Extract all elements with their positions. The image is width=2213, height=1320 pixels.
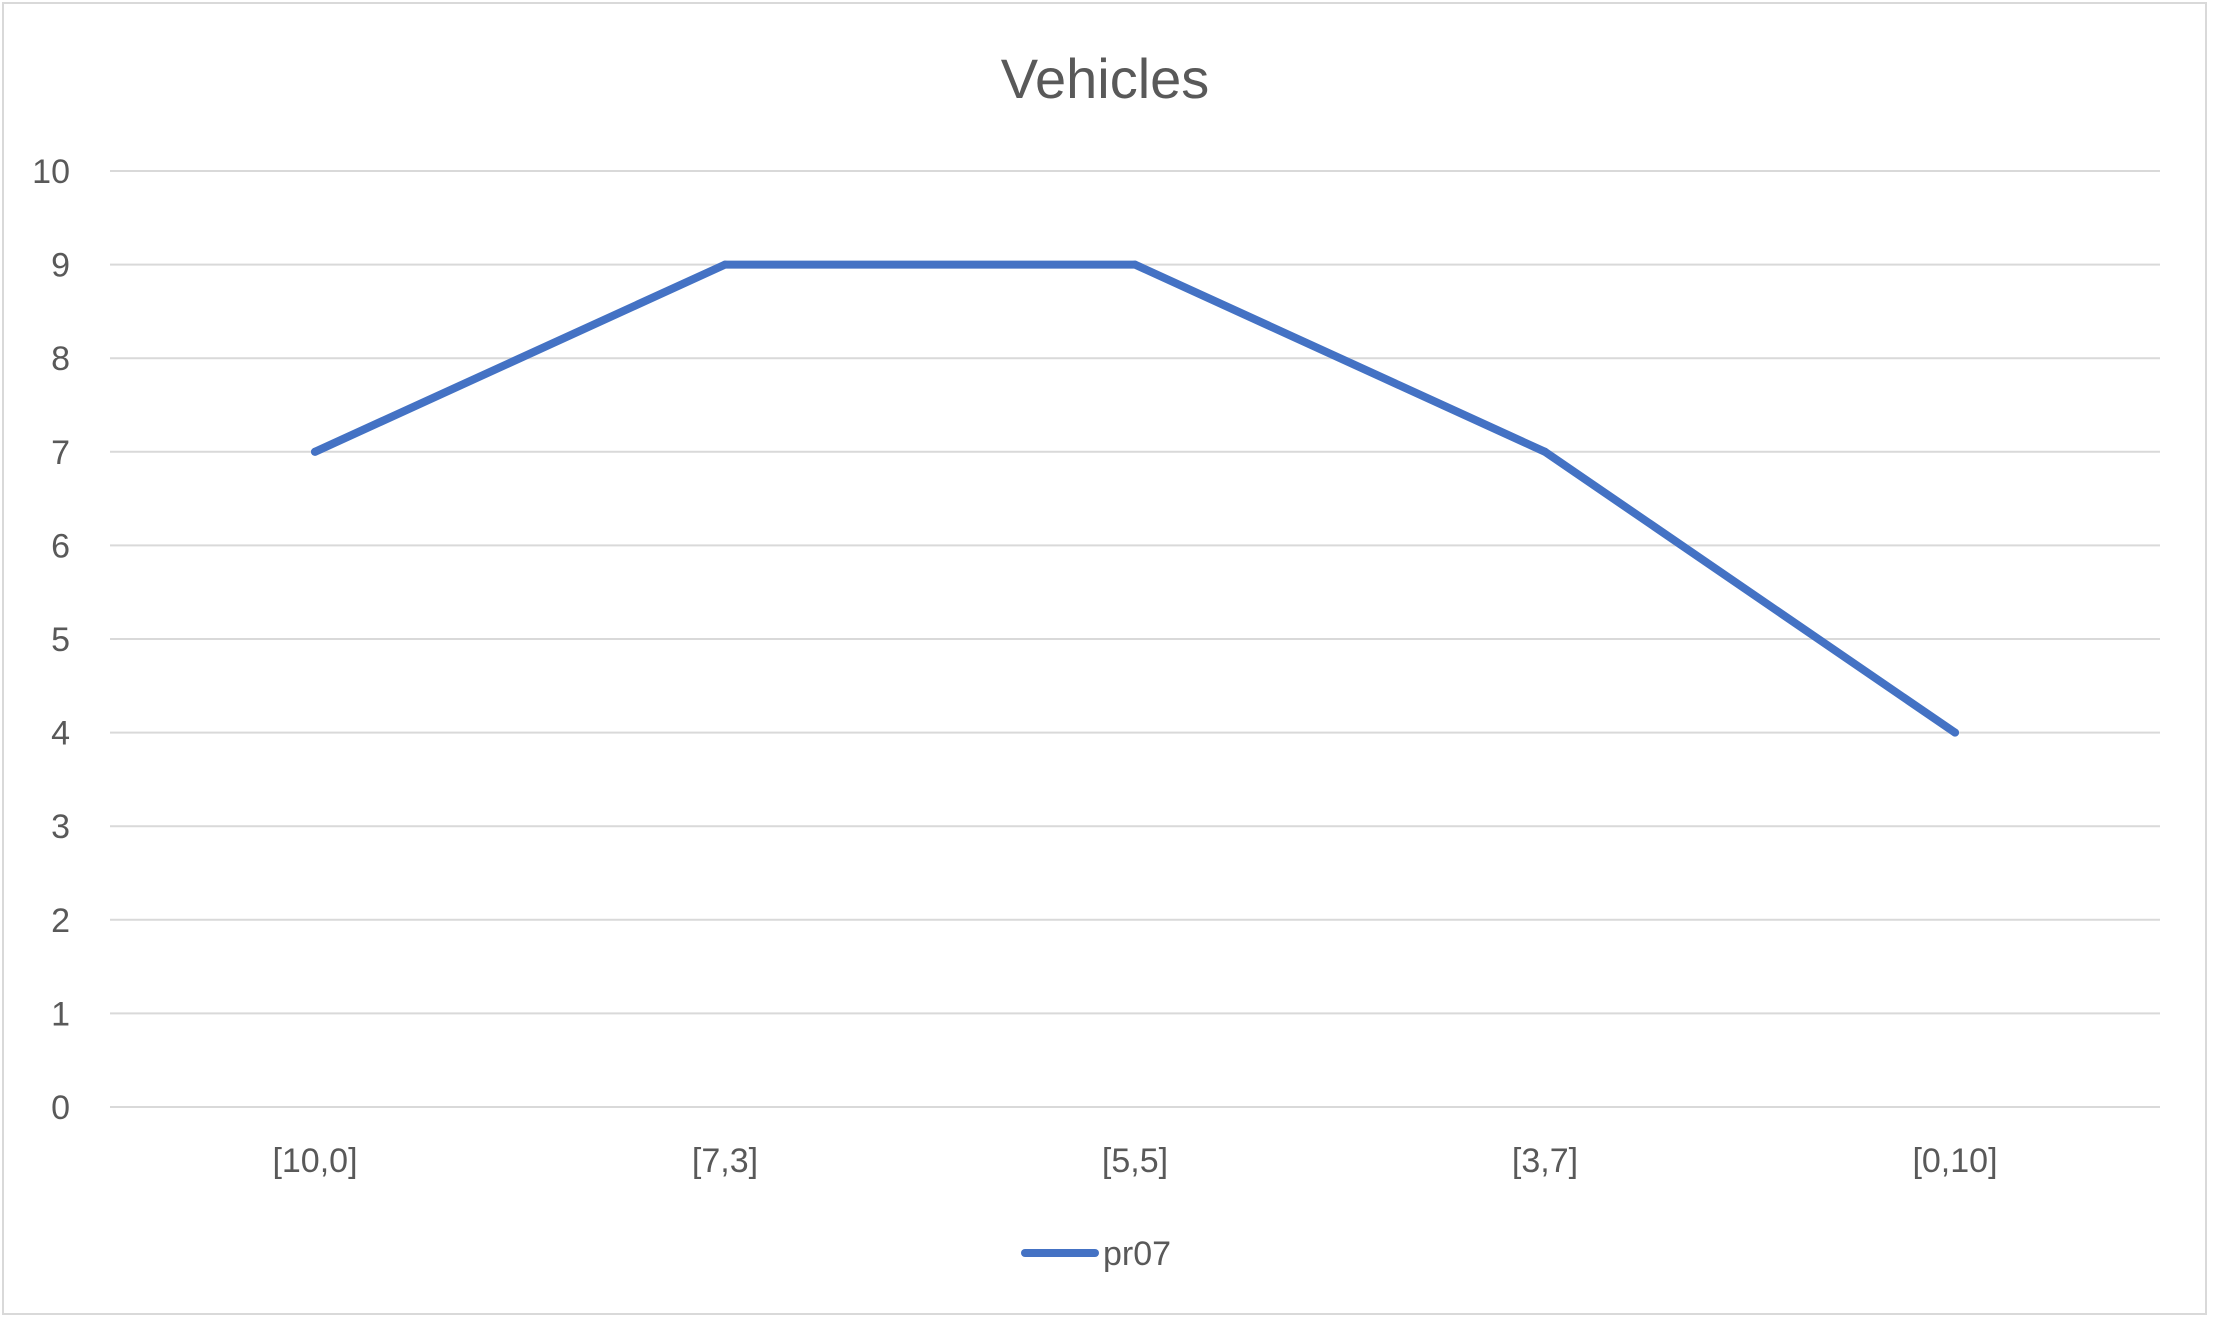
y-tick-label: 3 <box>51 808 70 846</box>
legend: pr07 <box>1021 1235 1171 1273</box>
data-point <box>1541 447 1549 456</box>
y-tick-label: 8 <box>51 340 70 378</box>
data-point <box>1131 260 1139 269</box>
chart-title: Vehicles <box>1001 47 1210 110</box>
series-line <box>311 260 1959 737</box>
series-lines <box>311 260 1959 737</box>
y-tick-label: 10 <box>32 153 70 191</box>
y-axis-tick-labels: 0 1 2 3 4 5 6 7 8 9 10 <box>32 153 70 1127</box>
x-tick-label: [10,0] <box>272 1142 357 1180</box>
y-tick-label: 7 <box>51 434 70 472</box>
x-axis-tick-labels: [10,0] [7,3] [5,5] [3,7] [0,10] <box>272 1142 1997 1180</box>
data-point <box>311 447 319 456</box>
y-tick-label: 9 <box>51 247 70 285</box>
gridlines <box>110 170 2160 1108</box>
y-tick-label: 0 <box>51 1089 70 1127</box>
x-tick-label: [3,7] <box>1512 1142 1578 1180</box>
legend-label: pr07 <box>1103 1235 1171 1273</box>
y-tick-label: 6 <box>51 527 70 565</box>
data-point <box>1951 728 1959 737</box>
y-tick-label: 2 <box>51 902 70 940</box>
y-tick-label: 4 <box>51 715 70 753</box>
y-tick-label: 5 <box>51 621 70 659</box>
x-tick-label: [7,3] <box>692 1142 758 1180</box>
x-tick-label: [5,5] <box>1102 1142 1168 1180</box>
x-tick-label: [0,10] <box>1912 1142 1997 1180</box>
y-tick-label: 1 <box>51 995 70 1033</box>
data-point <box>721 260 729 269</box>
